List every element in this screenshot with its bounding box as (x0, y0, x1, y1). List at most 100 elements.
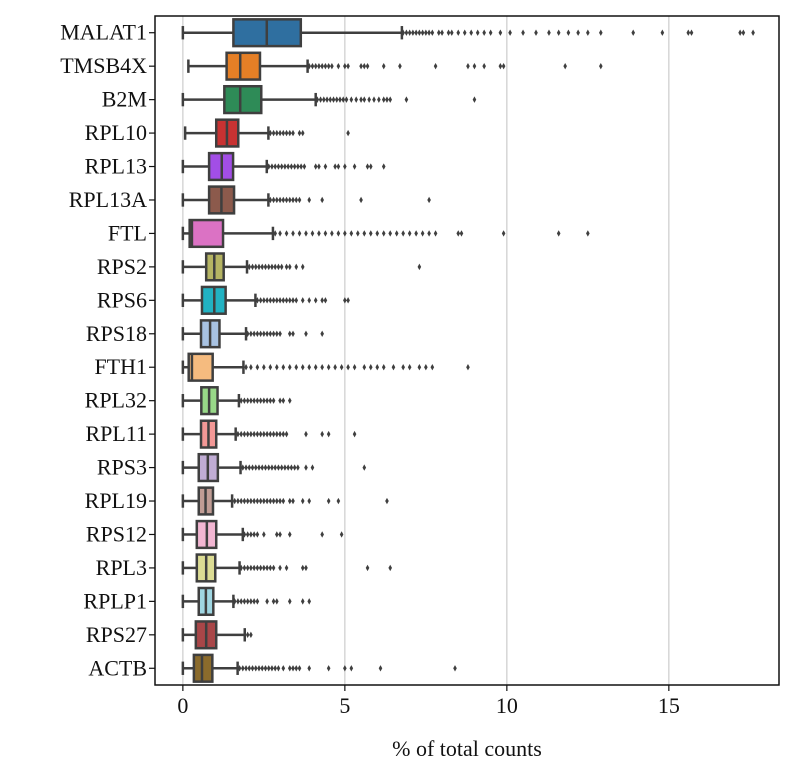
outlier-point (283, 464, 287, 471)
box-rpl13 (181, 151, 386, 182)
y-tick-label: RPL32 (85, 388, 147, 413)
outlier-point (278, 531, 282, 538)
outlier-point (686, 29, 691, 36)
outlier-point (338, 96, 342, 103)
x-tick-label: 15 (658, 693, 680, 718)
outlier-point (354, 96, 358, 103)
outlier-point (446, 29, 451, 36)
outlier-point (317, 230, 321, 237)
box-ftl (181, 218, 590, 249)
outlier-point (236, 497, 240, 505)
box-tmsb4x (187, 51, 603, 81)
outlier-point (287, 129, 292, 137)
outlier-point (323, 163, 328, 170)
outlier-point (257, 263, 261, 271)
outlier-point (265, 564, 269, 572)
outlier-point (260, 464, 265, 471)
outlier-point (459, 230, 464, 237)
outlier-point (341, 96, 346, 103)
box-rps18 (181, 319, 324, 349)
outlier-point (287, 330, 292, 337)
outlier-point (271, 397, 276, 404)
outlier-point (300, 598, 305, 605)
outlier-point (339, 364, 344, 371)
outlier-point (242, 397, 247, 404)
outlier-point (356, 230, 360, 237)
outlier-point (279, 263, 284, 271)
outlier-point (299, 163, 303, 170)
outlier-point (586, 29, 590, 36)
y-tick-label: MALAT1 (60, 20, 147, 45)
x-tick-label: 5 (339, 693, 350, 718)
outlier-point (349, 665, 354, 672)
outlier-point (255, 531, 260, 538)
outlier-point (287, 297, 292, 304)
outlier-point (599, 29, 603, 36)
outlier-point (349, 96, 354, 103)
outlier-point (275, 497, 279, 505)
y-tick-label: RPL13 (85, 154, 147, 179)
outlier-point (275, 196, 279, 204)
outlier-point (738, 29, 742, 36)
outlier-point (330, 230, 334, 237)
outlier-point (245, 531, 250, 538)
outlier-point (258, 430, 263, 438)
outlier-point (268, 196, 273, 204)
outlier-point (255, 397, 260, 404)
outlier-point (255, 598, 260, 605)
outlier-point (427, 230, 431, 237)
outlier-point (339, 531, 344, 538)
outlier-point (420, 230, 425, 237)
outlier-point (237, 665, 242, 672)
outlier-point (296, 163, 300, 170)
outlier-point (250, 263, 255, 271)
outlier-point (281, 497, 286, 505)
outlier-point (289, 464, 294, 471)
outlier-point (307, 598, 312, 605)
outlier-point (365, 62, 370, 70)
box-rpl11 (181, 419, 357, 449)
outlier-point (275, 129, 279, 137)
outlier-point (320, 430, 324, 438)
outlier-point (307, 297, 312, 304)
outlier-point (440, 29, 444, 36)
outlier-point (398, 62, 402, 70)
outlier-point (326, 430, 331, 438)
outlier-point (271, 129, 276, 137)
outlier-point (252, 564, 256, 572)
outlier-point (270, 665, 274, 672)
outlier-point (258, 297, 263, 304)
outlier-point (430, 364, 435, 371)
outlier-point (367, 96, 371, 103)
outlier-point (362, 62, 367, 70)
outlier-point (488, 29, 493, 36)
outlier-point (271, 330, 276, 337)
outlier-point (304, 230, 308, 237)
x-axis-label: % of total counts (392, 736, 542, 761)
outlier-point (336, 62, 341, 70)
outlier-point (281, 397, 286, 404)
outlier-point (252, 430, 256, 438)
outlier-point (275, 297, 279, 304)
outlier-point (250, 665, 255, 672)
outlier-point (424, 364, 428, 371)
box (225, 51, 262, 81)
outlier-point (556, 29, 561, 36)
outlier-point (249, 430, 253, 438)
outlier-point (271, 598, 276, 605)
outlier-point (273, 665, 277, 672)
outlier-point (313, 163, 318, 170)
outlier-point (249, 397, 253, 404)
outlier-point (343, 230, 347, 237)
outlier-point (307, 497, 312, 505)
outlier-point (247, 665, 252, 672)
outlier-point (284, 430, 289, 438)
outlier-point (255, 297, 260, 304)
outlier-point (320, 196, 324, 204)
outlier-point (359, 196, 363, 204)
outlier-point (263, 464, 268, 471)
outlier-point (291, 330, 295, 337)
outlier-point (279, 163, 284, 170)
outlier-point (275, 531, 279, 538)
outlier-point (741, 29, 746, 36)
